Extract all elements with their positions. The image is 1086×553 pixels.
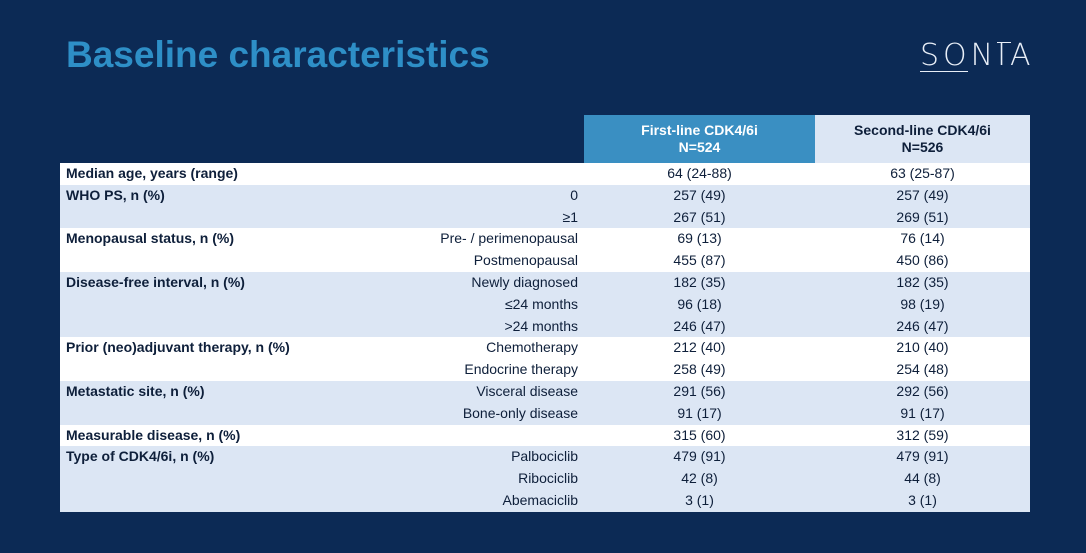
row-first-line-value: 91 (17) <box>584 402 815 425</box>
row-first-line-value: 257 (49) <box>584 184 815 207</box>
row-sublabel: >24 months <box>340 315 584 338</box>
table-row: Disease-free interval, n (%) Newly diagno… <box>60 271 1030 294</box>
logo-underline <box>920 71 968 72</box>
row-second-line-value: 182 (35) <box>815 271 1030 294</box>
row-label: Prior (neo)adjuvant therapy, n (%) <box>60 337 340 360</box>
header-second-line: Second-line CDK4/6i N=526 <box>815 115 1030 163</box>
row-label <box>60 315 340 338</box>
table-row: Menopausal status, n (%) Pre- / perimenop… <box>60 228 1030 251</box>
row-sublabel: 0 <box>340 184 584 207</box>
row-sublabel: Abemaciclib <box>340 489 584 512</box>
table-row: Abemaciclib 3 (1) 3 (1) <box>60 489 1030 512</box>
table-row: Type of CDK4/6i, n (%) Palbociclib 479 (91… <box>60 446 1030 469</box>
row-first-line-value: 3 (1) <box>584 489 815 512</box>
table-row: ≤24 months 96 (18) 98 (19) <box>60 293 1030 316</box>
row-second-line-value: 3 (1) <box>815 489 1030 512</box>
row-second-line-value: 76 (14) <box>815 228 1030 251</box>
row-second-line-value: 98 (19) <box>815 293 1030 316</box>
row-second-line-value: 254 (48) <box>815 359 1030 381</box>
header-first-line: First-line CDK4/6i N=524 <box>584 115 815 163</box>
table-row: Ribociclib 42 (8) 44 (8) <box>60 468 1030 490</box>
row-second-line-value: 91 (17) <box>815 402 1030 425</box>
row-second-line-value: 479 (91) <box>815 446 1030 469</box>
row-label <box>60 293 340 316</box>
row-label: WHO PS, n (%) <box>60 184 340 207</box>
row-first-line-value: 291 (56) <box>584 380 815 403</box>
row-label: Type of CDK4/6i, n (%) <box>60 446 340 469</box>
row-sublabel: ≥1 <box>340 206 584 229</box>
table-row: ≥1 267 (51) 269 (51) <box>60 206 1030 229</box>
row-first-line-value: 42 (8) <box>584 468 815 490</box>
row-first-line-value: 267 (51) <box>584 206 815 229</box>
table-row: Metastatic site, n (%) Visceral disease 29… <box>60 380 1030 403</box>
row-label: Measurable disease, n (%) <box>60 424 340 447</box>
row-label <box>60 359 340 381</box>
table-row: Endocrine therapy 258 (49) 254 (48) <box>60 359 1030 381</box>
sonia-logo: SONIA <box>920 38 1035 73</box>
row-label <box>60 206 340 229</box>
row-second-line-value: 312 (59) <box>815 424 1030 447</box>
row-sublabel: Visceral disease <box>340 380 584 403</box>
row-label <box>60 402 340 425</box>
row-label: Median age, years (range) <box>60 163 340 185</box>
table-row: Measurable disease, n (%) 315 (60) 312 (59… <box>60 424 1030 447</box>
row-sublabel <box>340 424 584 447</box>
row-sublabel <box>340 163 584 185</box>
baseline-characteristics-table: First-line CDK4/6i N=524 Second-line CDK… <box>60 115 1030 512</box>
row-sublabel: Pre- / perimenopausal <box>340 228 584 251</box>
row-first-line-value: 64 (24-88) <box>584 163 815 185</box>
row-first-line-value: 212 (40) <box>584 337 815 360</box>
row-second-line-value: 210 (40) <box>815 337 1030 360</box>
row-first-line-value: 455 (87) <box>584 250 815 272</box>
table-row: Postmenopausal 455 (87) 450 (86) <box>60 250 1030 272</box>
row-label <box>60 468 340 490</box>
row-first-line-value: 479 (91) <box>584 446 815 469</box>
table-row: WHO PS, n (%) 0 257 (49) 257 (49) <box>60 184 1030 207</box>
header-second-line-n: N=526 <box>901 139 944 155</box>
row-first-line-value: 69 (13) <box>584 228 815 251</box>
row-first-line-value: 246 (47) <box>584 315 815 338</box>
row-second-line-value: 257 (49) <box>815 184 1030 207</box>
row-sublabel: ≤24 months <box>340 293 584 316</box>
row-sublabel: Ribociclib <box>340 468 584 490</box>
row-first-line-value: 315 (60) <box>584 424 815 447</box>
row-sublabel: Newly diagnosed <box>340 271 584 294</box>
table-body: Median age, years (range) 64 (24-88) 63 (2… <box>60 163 1030 512</box>
header-second-line-title: Second-line CDK4/6i <box>854 122 991 138</box>
row-first-line-value: 96 (18) <box>584 293 815 316</box>
row-label <box>60 489 340 512</box>
row-second-line-value: 450 (86) <box>815 250 1030 272</box>
row-label: Disease-free interval, n (%) <box>60 271 340 294</box>
row-sublabel: Bone-only disease <box>340 402 584 425</box>
table-row: Median age, years (range) 64 (24-88) 63 (2… <box>60 163 1030 185</box>
row-first-line-value: 258 (49) <box>584 359 815 381</box>
table-row: >24 months 246 (47) 246 (47) <box>60 315 1030 338</box>
slide-title: Baseline characteristics <box>66 34 490 75</box>
row-second-line-value: 63 (25-87) <box>815 163 1030 185</box>
header-first-line-n: N=524 <box>678 139 721 155</box>
row-second-line-value: 44 (8) <box>815 468 1030 490</box>
row-label <box>60 250 340 272</box>
table-header-row: First-line CDK4/6i N=524 Second-line CDK… <box>60 115 1030 163</box>
row-second-line-value: 269 (51) <box>815 206 1030 229</box>
row-sublabel: Postmenopausal <box>340 250 584 272</box>
row-second-line-value: 246 (47) <box>815 315 1030 338</box>
header-empty-cell <box>60 115 584 163</box>
row-sublabel: Palbociclib <box>340 446 584 469</box>
row-first-line-value: 182 (35) <box>584 271 815 294</box>
logo-bar <box>997 42 1011 43</box>
row-sublabel: Chemotherapy <box>340 337 584 360</box>
row-label: Metastatic site, n (%) <box>60 380 340 403</box>
table-row: Prior (neo)adjuvant therapy, n (%) Chemot… <box>60 337 1030 360</box>
header-first-line-title: First-line CDK4/6i <box>641 122 758 138</box>
row-sublabel: Endocrine therapy <box>340 359 584 381</box>
table-row: Bone-only disease 91 (17) 91 (17) <box>60 402 1030 425</box>
row-label: Menopausal status, n (%) <box>60 228 340 251</box>
row-second-line-value: 292 (56) <box>815 380 1030 403</box>
